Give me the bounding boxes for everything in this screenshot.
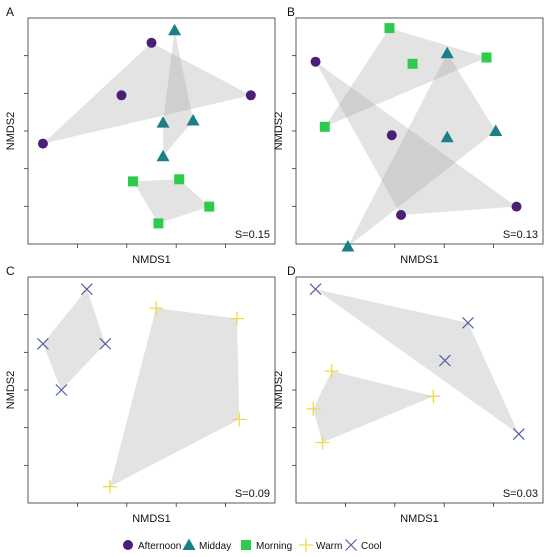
legend-item-afternoon: Afternoon: [123, 540, 181, 552]
legend-marker-cool: [345, 539, 357, 551]
legend-marker-warm: [299, 538, 313, 552]
point-afternoon: [245, 90, 256, 101]
point-cool: [99, 337, 112, 350]
y-axis-title: NMDS2: [5, 112, 17, 151]
legend-label: Warm: [316, 541, 342, 552]
legend-item-warm: Warm: [299, 538, 342, 552]
point-midday: [341, 240, 355, 252]
point-afternoon: [116, 90, 127, 101]
legend-item-midday: Midday: [182, 538, 231, 552]
point-midday: [489, 124, 503, 136]
point-warm: [102, 479, 117, 494]
legend-item-cool: Cool: [345, 539, 382, 552]
point-morning: [384, 23, 395, 34]
hull-warm: [313, 371, 434, 443]
point-warm: [232, 412, 247, 427]
x-axis-title: NMDS1: [132, 513, 171, 525]
panel-d: D NMDS1 NMDS2 S=0.03: [273, 264, 544, 525]
point-warm: [306, 401, 321, 416]
hull-afternoon: [315, 61, 517, 216]
y-axis-title: NMDS2: [273, 371, 285, 410]
hull-cool: [315, 289, 519, 435]
point-midday: [168, 23, 182, 36]
point-midday: [440, 46, 454, 59]
x-axis-title: NMDS1: [132, 254, 171, 266]
point-morning: [319, 121, 330, 132]
point-warm: [324, 364, 339, 379]
point-cool: [512, 428, 525, 441]
panel-letter: B: [287, 5, 295, 19]
point-afternoon: [37, 138, 48, 149]
hull-midday: [347, 53, 496, 247]
x-axis-title: NMDS1: [400, 254, 439, 266]
point-afternoon: [511, 201, 522, 212]
legend-marker-afternoon: [123, 540, 133, 550]
hull-midday: [163, 30, 194, 157]
stress-value: S=0.13: [503, 229, 538, 241]
point-cool: [438, 354, 451, 367]
axis-ticks: [24, 55, 227, 248]
legend-marker-midday: [182, 538, 196, 550]
panel-letter: C: [6, 264, 15, 278]
panel-b: B NMDS1 NMDS2 S=0.13: [273, 5, 544, 266]
point-morning: [153, 218, 164, 229]
stress-value: S=0.03: [503, 488, 538, 500]
point-morning: [407, 58, 418, 69]
point-midday: [186, 114, 200, 126]
hull-afternoon: [42, 42, 251, 144]
axis-ticks: [24, 314, 227, 507]
point-midday: [440, 130, 454, 143]
point-morning: [204, 201, 215, 212]
panel-c: C NMDS1 NMDS2 S=0.09: [5, 264, 276, 525]
legend-label: Midday: [199, 541, 231, 552]
point-cool: [462, 316, 474, 329]
legend-item-morning: Morning: [241, 540, 292, 552]
legend-marker-morning: [241, 540, 251, 550]
legend-label: Morning: [256, 541, 292, 552]
axis-ticks: [292, 314, 495, 507]
panel-letter: D: [287, 264, 296, 278]
point-warm: [229, 311, 244, 326]
point-morning: [174, 174, 185, 185]
point-afternoon: [386, 130, 397, 141]
point-warm: [315, 435, 330, 450]
point-afternoon: [146, 37, 157, 48]
x-axis-title: NMDS1: [400, 513, 439, 525]
point-midday: [156, 116, 170, 128]
point-morning: [481, 52, 492, 63]
point-morning: [128, 176, 139, 187]
point-cool: [55, 384, 68, 396]
stress-value: S=0.09: [235, 488, 270, 500]
hull-cool: [42, 289, 106, 390]
legend: Afternoon Midday Morning Warm Cool: [123, 538, 382, 552]
stress-value: S=0.15: [235, 229, 270, 241]
legend-label: Afternoon: [138, 541, 181, 552]
y-axis-title: NMDS2: [5, 371, 17, 410]
panel-a: A NMDS1 NMDS2 S=0.15: [5, 5, 276, 266]
point-cool: [80, 283, 93, 296]
point-midday: [156, 149, 170, 162]
y-axis-title: NMDS2: [273, 112, 285, 151]
point-afternoon: [396, 210, 407, 220]
point-cool: [37, 337, 49, 350]
legend-label: Cool: [361, 541, 382, 552]
point-warm: [426, 389, 441, 404]
point-cool: [309, 283, 322, 296]
point-afternoon: [310, 56, 321, 67]
point-warm: [149, 301, 164, 316]
hull-morning: [133, 179, 210, 224]
panel-letter: A: [6, 5, 14, 19]
hull-warm: [109, 308, 240, 487]
